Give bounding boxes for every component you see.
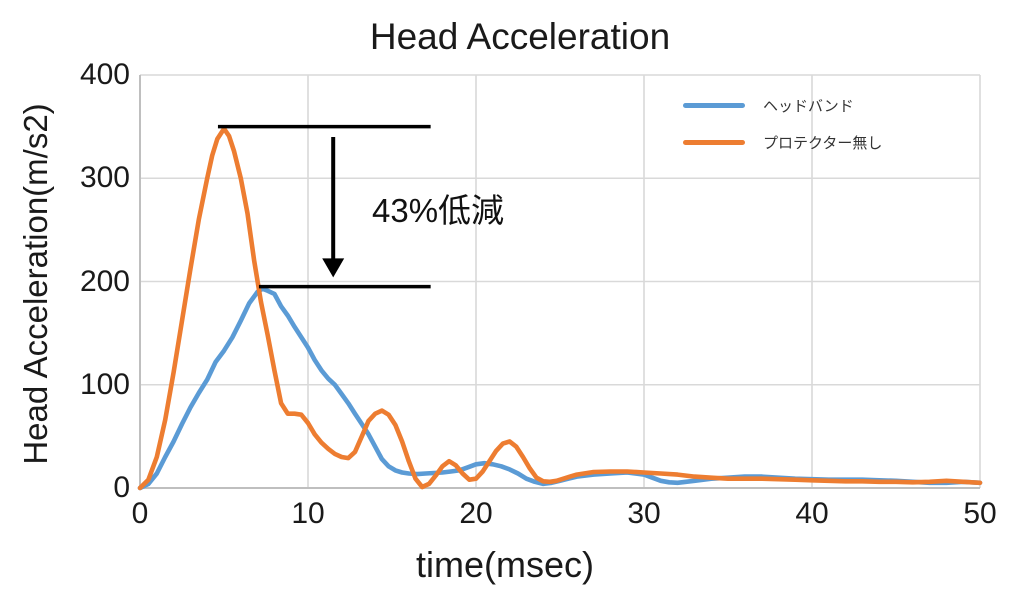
x-tick-label: 50 xyxy=(963,497,997,530)
x-tick-label: 40 xyxy=(795,497,829,530)
y-tick-label: 200 xyxy=(79,264,130,298)
legend-item-no-protector: プロテクター無し xyxy=(683,131,882,153)
legend-label-headband: ヘッドバンド xyxy=(763,97,854,115)
x-tick-label: 10 xyxy=(291,497,325,530)
legend-label-no-protector: プロテクター無し xyxy=(763,134,883,152)
reduction-annotation-label: 43%低減 xyxy=(372,192,505,229)
x-tick-label: 30 xyxy=(627,497,661,530)
y-tick-label: 100 xyxy=(79,367,130,401)
y-tick-label: 400 xyxy=(79,58,130,91)
y-tick-label: 300 xyxy=(79,161,130,195)
legend-item-headband: ヘッドバンド xyxy=(683,94,854,116)
x-axis-label: time(msec) xyxy=(416,544,594,585)
y-axis-ticks: 0 100 200 300 400 xyxy=(0,0,130,614)
chart-title: Head Acceleration xyxy=(369,16,671,57)
legend-line-no-protector-icon xyxy=(683,139,745,145)
series-line-no-protector xyxy=(137,126,983,491)
x-tick-label: 0 xyxy=(131,497,149,530)
x-tick-label: 20 xyxy=(459,497,493,530)
y-tick-label: 0 xyxy=(113,471,130,504)
annotation-arrow-head-icon xyxy=(322,258,345,278)
legend-line-headband-icon xyxy=(683,102,745,108)
